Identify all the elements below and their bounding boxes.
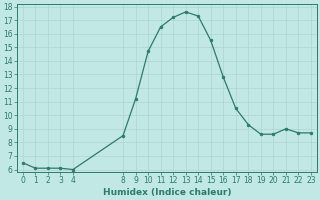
X-axis label: Humidex (Indice chaleur): Humidex (Indice chaleur) bbox=[103, 188, 231, 197]
